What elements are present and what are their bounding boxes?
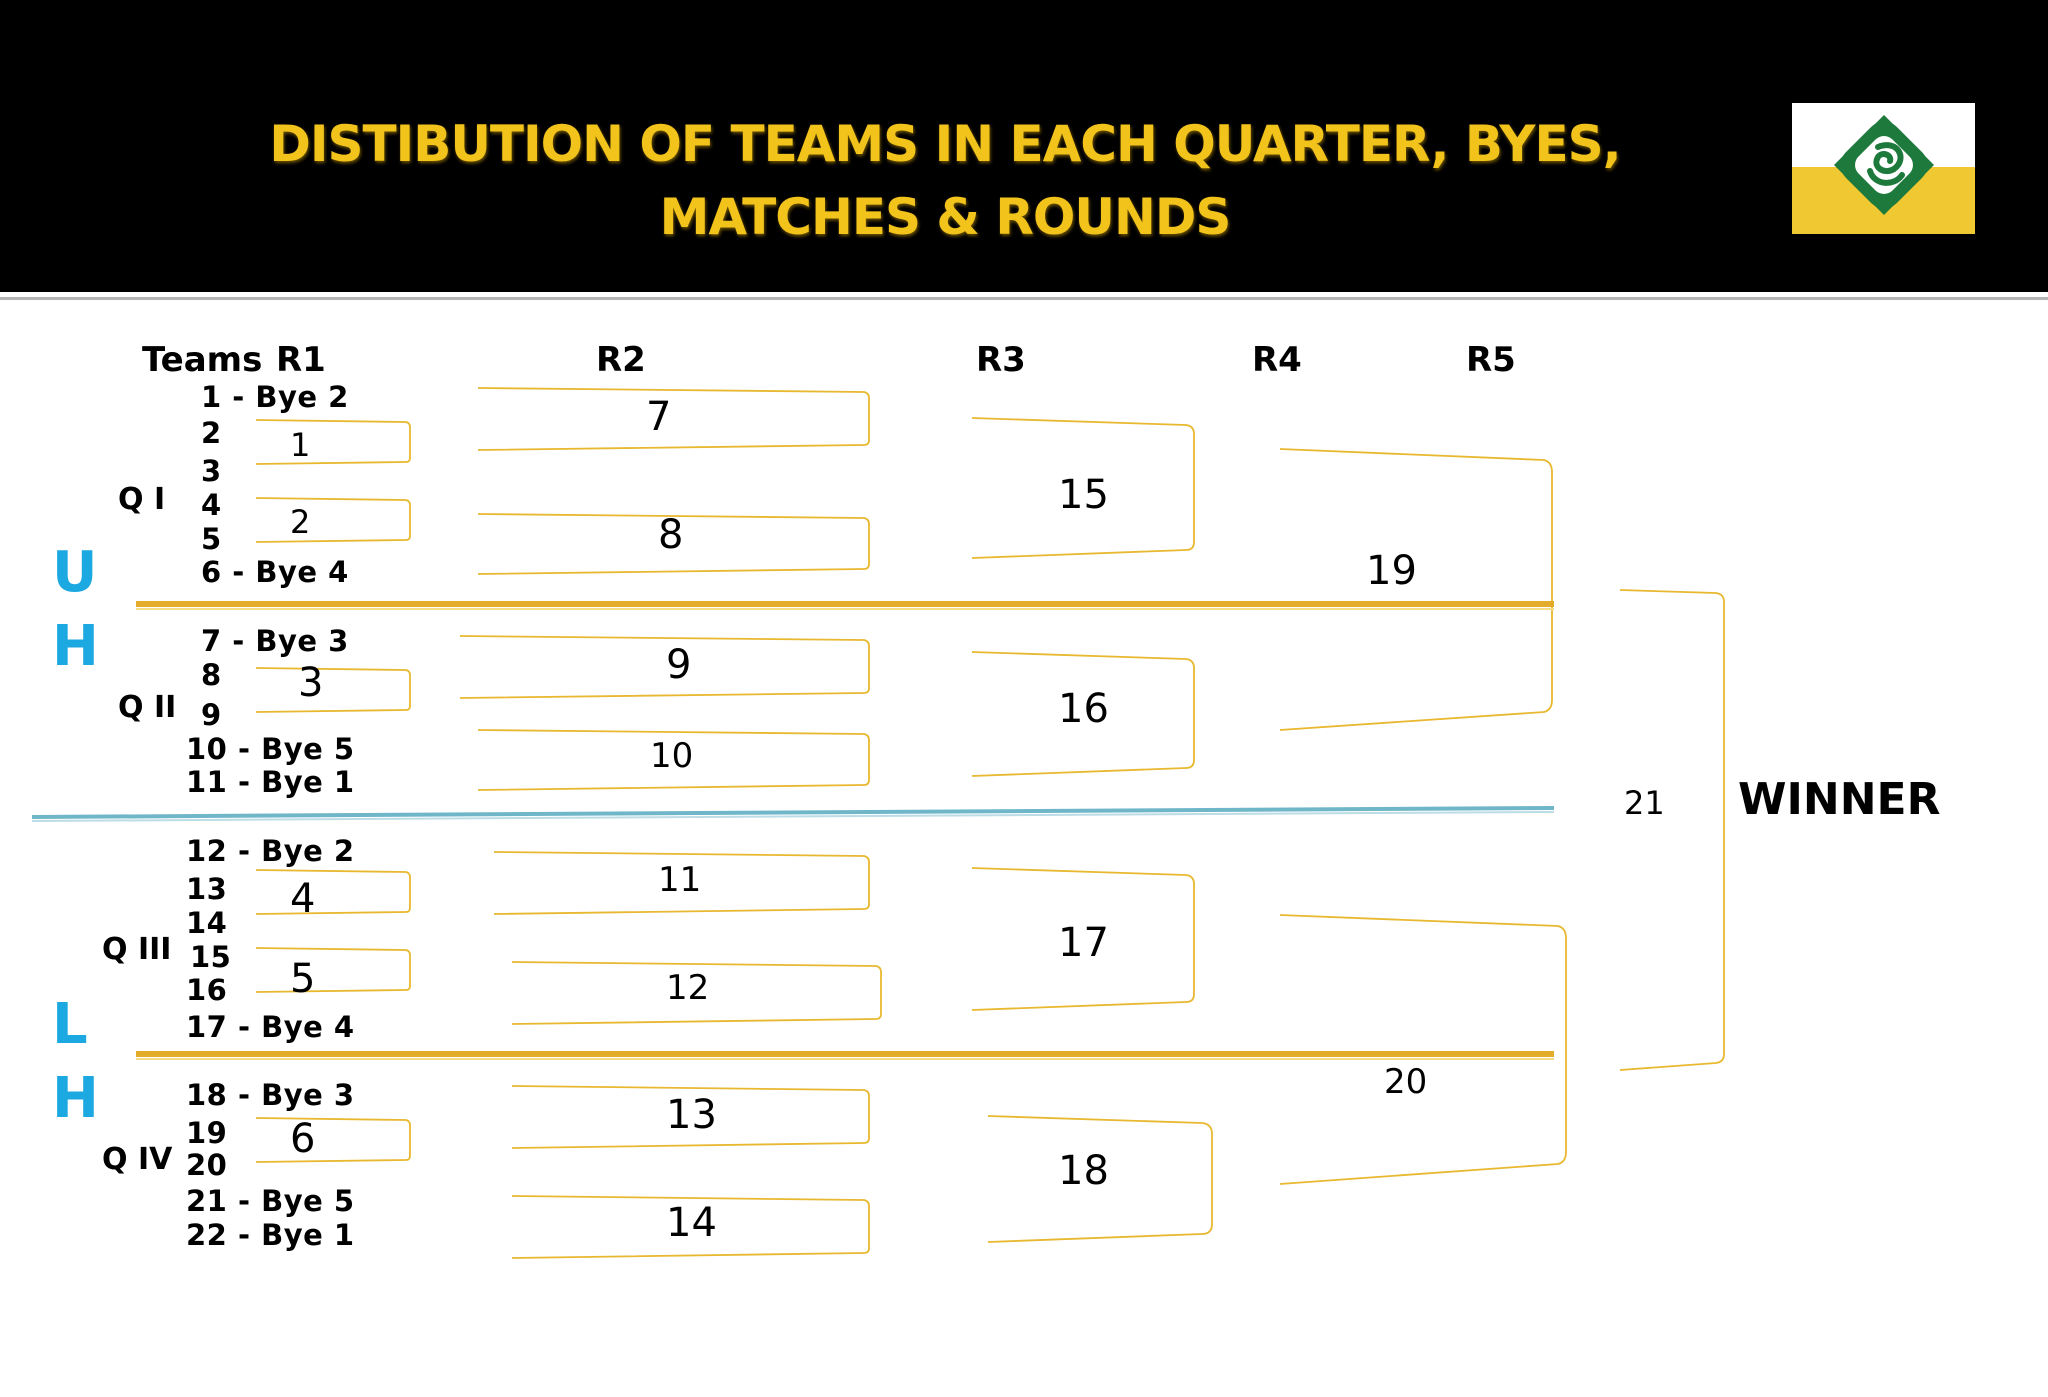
quarter-label-3: Q III xyxy=(102,932,172,967)
team-entry: 4 xyxy=(201,488,222,522)
column-header-r4: R4 xyxy=(1252,340,1302,380)
match-number: 6 xyxy=(290,1116,316,1162)
match-number: 2 xyxy=(290,503,311,541)
team-entry: 1 - Bye 2 xyxy=(201,380,349,414)
half-divider xyxy=(31,806,1555,819)
team-entry: 18 - Bye 3 xyxy=(186,1078,355,1112)
match-number: 5 xyxy=(290,956,316,1002)
match-number: 9 xyxy=(666,642,692,688)
team-entry: 13 xyxy=(186,872,228,906)
match-number: 15 xyxy=(1058,472,1109,518)
team-entry: 21 - Bye 5 xyxy=(186,1184,355,1218)
upper-half-label-u: U xyxy=(52,540,98,605)
team-entry: 11 - Bye 1 xyxy=(186,765,355,799)
match-number: 13 xyxy=(666,1092,717,1138)
match-number: 10 xyxy=(650,736,694,776)
upper-half-label-h: H xyxy=(52,614,99,679)
quarter-label-2: Q II xyxy=(118,690,177,725)
slide-title: DISTIBUTION OF TEAMS IN EACH QUARTER, BY… xyxy=(130,108,1760,254)
column-header-r3: R3 xyxy=(976,340,1026,380)
winner-label: WINNER xyxy=(1738,774,1941,825)
team-entry: 10 - Bye 5 xyxy=(186,732,355,766)
title-line-2: MATCHES & ROUNDS xyxy=(659,188,1232,246)
match-number: 14 xyxy=(666,1200,717,1246)
column-header-r1: R1 xyxy=(276,340,326,380)
title-banner xyxy=(0,0,2048,292)
team-entry: 5 xyxy=(201,522,222,556)
quarter-label-1: Q I xyxy=(118,482,166,517)
match-number: 3 xyxy=(298,660,324,706)
match-number: 21 xyxy=(1624,784,1665,822)
team-entry: 22 - Bye 1 xyxy=(186,1218,355,1252)
team-entry: 12 - Bye 2 xyxy=(186,834,355,868)
quarter-label-4: Q IV xyxy=(102,1142,173,1177)
logo-mark xyxy=(1834,115,1934,215)
lower-half-label-l: L xyxy=(52,992,88,1057)
match-number: 7 xyxy=(646,394,672,440)
match-number: 11 xyxy=(658,860,702,900)
match-number: 8 xyxy=(658,512,684,558)
match-number: 19 xyxy=(1366,548,1417,594)
match-number: 1 xyxy=(290,426,311,464)
team-entry: 19 xyxy=(186,1116,228,1150)
title-line-1: DISTIBUTION OF TEAMS IN EACH QUARTER, BY… xyxy=(269,115,1621,173)
match-number: 17 xyxy=(1058,920,1109,966)
header-divider xyxy=(0,297,2048,300)
column-header-r5: R5 xyxy=(1466,340,1516,380)
team-entry: 15 xyxy=(190,940,232,974)
team-entry: 3 xyxy=(201,454,222,488)
team-entry: 2 xyxy=(201,416,222,450)
logo-emblem xyxy=(1792,103,1975,234)
team-entry: 16 xyxy=(186,973,228,1007)
team-entry: 7 - Bye 3 xyxy=(201,624,349,658)
match-number: 4 xyxy=(290,876,316,922)
team-entry: 17 - Bye 4 xyxy=(186,1010,355,1044)
match-number: 18 xyxy=(1058,1148,1109,1194)
team-entry: 8 xyxy=(201,658,222,692)
team-entry: 14 xyxy=(186,906,228,940)
team-entry: 20 xyxy=(186,1148,228,1182)
match-number: 16 xyxy=(1058,686,1109,732)
column-header-r2: R2 xyxy=(596,340,646,380)
column-header-teams: Teams xyxy=(142,340,263,380)
team-entry: 6 - Bye 4 xyxy=(201,555,349,589)
lower-half-label-h: H xyxy=(52,1066,99,1131)
team-entry: 9 xyxy=(201,698,222,732)
match-number: 12 xyxy=(666,968,710,1008)
match-number: 20 xyxy=(1384,1062,1428,1102)
